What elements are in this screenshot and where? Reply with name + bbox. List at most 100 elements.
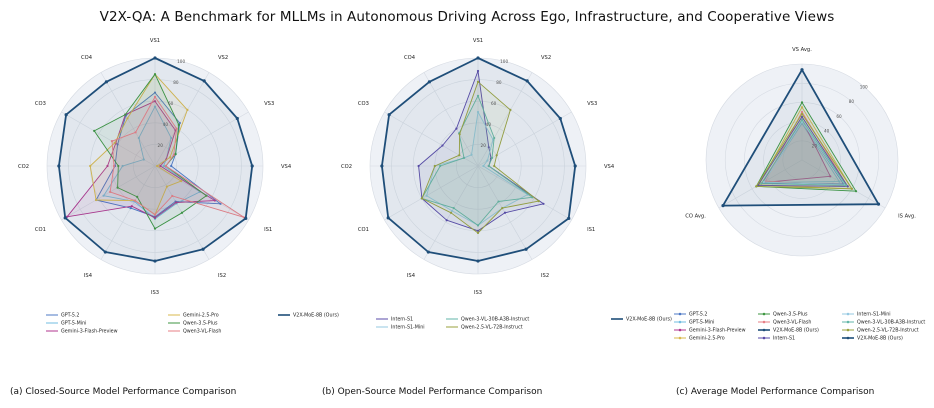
point-gpt-5-mini-co4 (137, 136, 140, 140)
radial-tick-label: 60 (491, 101, 497, 106)
point-v2x-moe-8b-ours-is1 (567, 216, 571, 220)
point-qwen-2-5-vl-72b-instruct-is2 (501, 206, 504, 210)
point-gpt-5-2-is1 (219, 202, 222, 205)
point-qwen-2-5-vl-72b-instruct-co4 (458, 133, 461, 136)
series-v2x-moe-8b-ours (722, 68, 880, 207)
legend-item-v2x-moe-8b-ours: V2X-MoE-8B (Ours) (758, 328, 819, 334)
point-gemini-2-5-pro-co2 (89, 164, 92, 168)
point-qwen3-vl-flash-co2 (112, 164, 116, 168)
series-qwen-3-5-plus (755, 101, 857, 192)
radial-tick-label: 60 (836, 114, 842, 119)
legend-item-gpt-5-mini: GPT-5-Mini (46, 321, 86, 327)
point-qwen-2-5-vl-72b-instruct-co3 (458, 154, 461, 157)
point-gemini-2-5-pro-co4 (126, 117, 129, 120)
axis-label-vs1: VS1 (473, 38, 483, 44)
point-intern-s1-mini-vs4 (482, 164, 485, 168)
point-gemini-3-flash-preview-vs4 (159, 164, 162, 168)
point-intern-s1-mini-vs1 (476, 110, 480, 114)
point-qwen-3-5-plus-is-avg (854, 190, 858, 193)
point-gemini-3-flash-preview-co2 (106, 164, 109, 168)
point-gemini-2-5-pro-is2 (165, 185, 168, 188)
point-gemini-2-5-pro-co1 (94, 198, 98, 202)
radial-tick-label: 100 (500, 59, 508, 64)
axis-label-co2: CO2 (341, 164, 352, 170)
radial-tick-label: 100 (860, 84, 868, 89)
radar-chart-3: 20 40 60 80 100 VS Avg. IS Avg. CO Avg. (685, 47, 916, 257)
legend-item-qwen-2-5-vl-72b-instruct: Qwen-2.5-VL-72B-Instruct (842, 328, 919, 334)
series-intern-s1 (757, 116, 849, 187)
legend-item-gemini-2-5-pro: Gemini-2.5-Pro (168, 313, 219, 319)
point-qwen-3-vl-30b-a3b-instruct-is4 (452, 206, 455, 210)
point-gemini-3-flash-preview-is3 (153, 216, 157, 219)
point-gemini-3-flash-preview-is1 (213, 199, 216, 202)
legend-label: Qwen3-VL-Flash (183, 329, 221, 335)
point-qwen-2-5-vl-72b-instruct-vs3 (495, 154, 498, 157)
axis-label-co3: CO3 (358, 101, 369, 107)
legend-label: Qwen3-VL-Flash (773, 320, 811, 326)
radial-tick-label: 40 (163, 122, 169, 127)
point-qwen-3-vl-30b-a3b-instruct-vs-avg (800, 118, 804, 121)
legend-marker (678, 336, 682, 340)
radial-tick-label: 80 (496, 80, 502, 85)
point-qwen-3-vl-30b-a3b-instruct-is2 (497, 200, 500, 203)
legend-label: Qwen-2.5-VL-72B-Instruct (461, 325, 523, 331)
point-v2x-moe-8b-ours-co2 (380, 164, 384, 168)
point-intern-s1-co3 (441, 144, 444, 147)
legend-item-qwen-3-5-plus: Qwen-3.5-Plus (168, 321, 218, 327)
point-intern-s1-mini-co-avg (762, 180, 765, 184)
point-intern-s1-co2 (417, 164, 420, 168)
grid-spoke (61, 165, 156, 221)
point-qwen-3-vl-30b-a3b-instruct-is-avg (844, 184, 848, 187)
radial-tick-label: 20 (158, 143, 164, 148)
point-gemini-3-flash-preview-vs1 (153, 100, 157, 103)
point-qwen-3-5-plus-is2 (180, 211, 184, 214)
legend-label: Intern-S1 (391, 317, 413, 323)
radar-chart-2: 20 40 60 80 100 VS1 VS2 VS3 VS4 IS1 IS2 IS3 IS4 CO1 CO… (341, 38, 615, 296)
series-qwen-3-vl-30b-a3b-instruct (760, 119, 847, 186)
point-qwen-3-5-plus-vs3 (174, 153, 177, 156)
point-intern-s1-mini-vs3 (486, 159, 489, 162)
legend-label: V2X-MoE-8B (Ours) (293, 313, 339, 319)
point-v2x-moe-8b-ours-is3 (476, 259, 480, 263)
point-v2x-moe-8b-ours-vs2 (525, 79, 529, 83)
axis-label-is3: IS3 (474, 290, 482, 296)
point-v2x-moe-8b-ours-co3 (387, 113, 391, 117)
point-qwen-2-5-vl-72b-instruct-vs-avg (800, 112, 804, 116)
legend-item-qwen3-vl-flash: Qwen3-VL-Flash (758, 320, 811, 326)
legend-label: Intern-S1 (773, 336, 795, 342)
axis-label-co2: CO2 (18, 164, 29, 170)
point-v2x-moe-8b-ours-is2 (201, 247, 205, 251)
point-gpt-5-2-vs4 (170, 164, 173, 168)
point-v2x-moe-8b-ours-co1 (63, 216, 67, 220)
legend-label: V2X-MoE-8B (Ours) (773, 328, 819, 334)
legend-marker (762, 336, 766, 340)
point-gpt-5-mini-vs2 (170, 136, 173, 140)
figure-title: V2X-QA: A Benchmark for MLLMs in Autonom… (99, 9, 835, 25)
point-qwen3-vl-flash-co1 (109, 190, 112, 194)
point-intern-s1-vs1 (476, 69, 480, 73)
point-qwen-3-5-plus-is3 (153, 227, 157, 230)
point-gpt-5-mini-is-avg (838, 180, 841, 183)
point-gpt-5-mini-vs1 (153, 105, 157, 108)
legend-item-gpt-5-2: GPT-5.2 (674, 312, 707, 318)
legend-label: Gemini-2.5-Pro (689, 336, 725, 342)
series-qwen-2-5-vl-72b-instruct (755, 113, 853, 190)
axis-label-is1: IS1 (587, 227, 595, 233)
point-qwen-2-5-vl-72b-instruct-is-avg (850, 187, 853, 190)
point-qwen-2-5-vl-72b-instruct-vs4 (493, 164, 496, 168)
point-v2x-moe-8b-ours-vs3 (558, 116, 562, 121)
axis-label-is1: IS1 (264, 227, 272, 233)
point-v2x-moe-8b-ours-vs1 (476, 56, 480, 60)
legend-item-intern-s1-mini: Intern-S1-Mini (376, 325, 425, 331)
axis-label-co1: CO1 (358, 227, 369, 233)
axis-label-is-avg: IS Avg. (898, 214, 916, 220)
point-v2x-moe-8b-ours-vs-avg (800, 68, 804, 72)
legend-marker (846, 328, 850, 332)
axis-label-vs1: VS1 (150, 38, 160, 44)
point-intern-s1-vs2 (487, 146, 490, 149)
legend-marker (678, 328, 682, 332)
legend-item-v2x-moe-8b-ours: V2X-MoE-8B (Ours) (611, 317, 672, 323)
point-qwen3-vl-flash-vs4 (164, 164, 167, 168)
grid-spoke (154, 72, 210, 167)
